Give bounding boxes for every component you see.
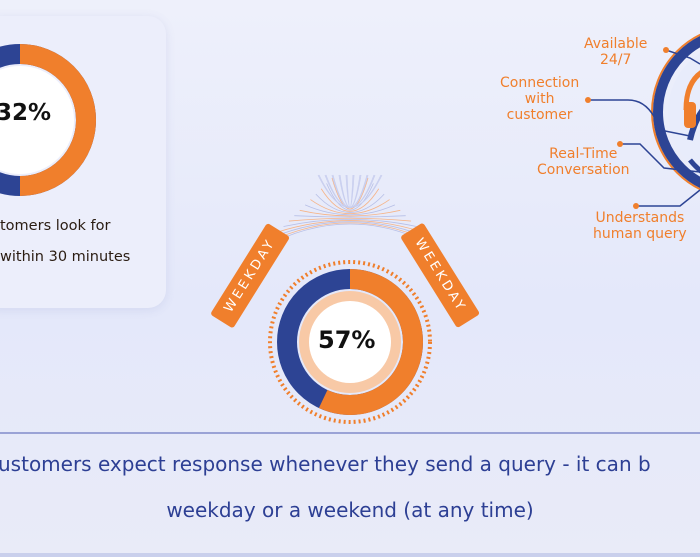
fan-line [288, 217, 412, 222]
feature-connection-line1: Connection [500, 75, 580, 91]
fan-line [294, 215, 406, 218]
donut-32-arc [19, 44, 96, 196]
fan-line [315, 193, 385, 213]
bottom-bar [0, 553, 700, 557]
donut-32-center [0, 66, 74, 174]
fan-line [318, 174, 382, 208]
feature-connection: Connection with customer [500, 75, 579, 123]
feature-realtime-line2: Conversation [537, 162, 630, 178]
feature-connection-line3: customer [506, 107, 573, 123]
fan-line [346, 174, 354, 208]
feature-available-line1: Available [584, 36, 648, 52]
stat-card-line1: tomers look for [0, 218, 111, 234]
divider-line [0, 432, 700, 434]
feature-available-line2: 24/7 [599, 52, 632, 68]
stat-card-line2: within 30 minutes [0, 249, 131, 265]
feature-understands-line1: Understands [595, 210, 685, 226]
fan-line [326, 183, 374, 211]
feature-realtime: Real-Time Conversation [537, 146, 630, 178]
fan-line [283, 218, 417, 227]
donut-57-center [309, 301, 391, 383]
footer-line2: weekday or a weekend (at any time) [166, 498, 534, 522]
feature-realtime-line1: Real-Time [549, 146, 618, 162]
headset-agent-icon [651, 33, 700, 191]
fan-line [278, 220, 422, 233]
donut-57-dotted-ring [268, 260, 432, 424]
fan-line [310, 199, 390, 215]
feature-understands: Understands human query [593, 210, 687, 242]
feature-available: Available 24/7 [584, 36, 647, 68]
feature-connectors [588, 49, 700, 207]
feature-connection-line2: with [524, 91, 555, 107]
donut-57-percent: 57% [318, 326, 376, 354]
decorative-fan-lines [261, 174, 439, 249]
donut-57 [268, 260, 432, 424]
donut-32-percent: 32% [0, 100, 52, 126]
fan-line [331, 177, 369, 210]
fan-line [304, 204, 396, 216]
fan-line [320, 188, 380, 212]
footer-line1: ustomers expect response whenever they s… [0, 452, 651, 476]
fan-line [299, 209, 401, 217]
donut-57-arc [318, 269, 423, 415]
feature-understands-line2: human query [593, 226, 687, 242]
feature-dots [585, 47, 669, 209]
donut-32 [0, 44, 96, 196]
fan-line [338, 174, 362, 208]
